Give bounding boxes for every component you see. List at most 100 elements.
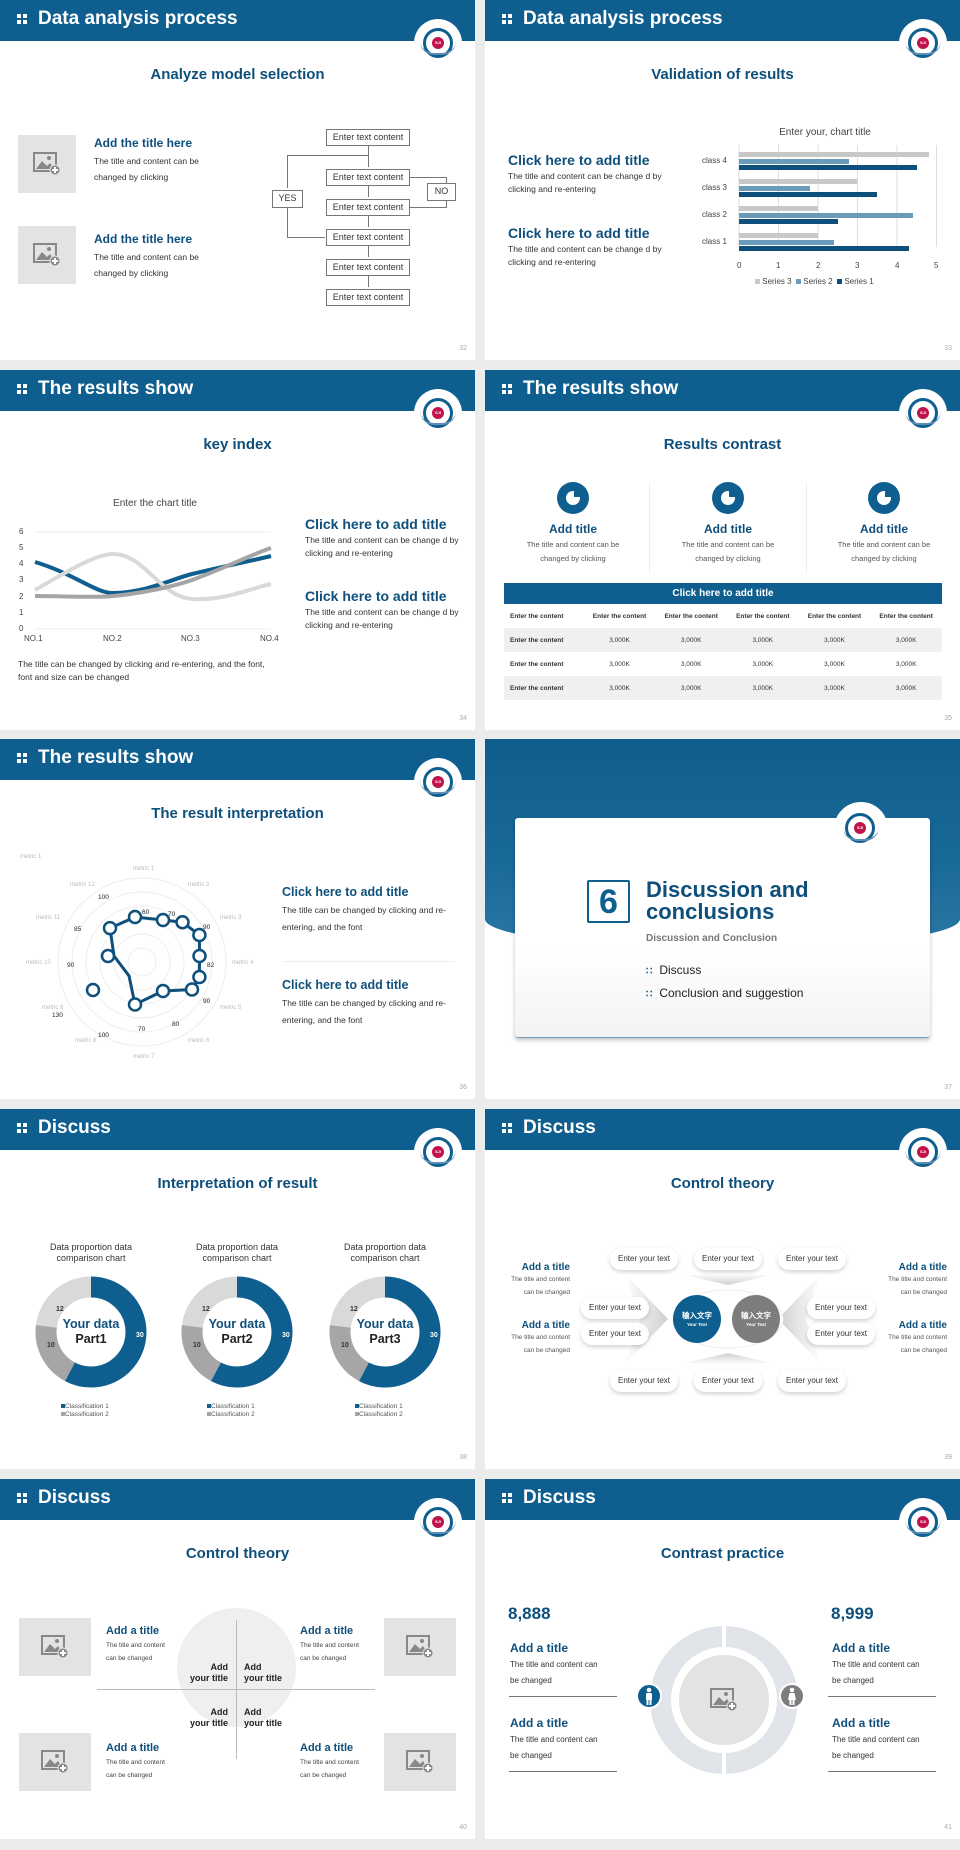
slide-header-title: Data analysis process bbox=[38, 8, 238, 29]
text-label: 3,000K bbox=[895, 684, 917, 692]
result-card: Add title The title and content can be c… bbox=[505, 482, 641, 566]
flow-no-box[interactable]: NO bbox=[427, 183, 456, 201]
page-number: 35 bbox=[944, 715, 952, 722]
slide-header: The results show bbox=[0, 370, 475, 411]
table-row: Enter the content 3,000K 3,000K 3,000K 3,000… bbox=[504, 628, 942, 652]
slide-header-title: Discuss bbox=[38, 1487, 111, 1508]
slide-header: Discuss bbox=[485, 1479, 960, 1520]
slide-40[interactable]: Discuss SJI Control theory Add your title… bbox=[0, 1479, 475, 1839]
text-pill[interactable]: Enter your text bbox=[778, 1370, 846, 1392]
text-label: 3,000K bbox=[752, 636, 774, 644]
section-title: Discussion and conclusions bbox=[646, 879, 809, 923]
text-pill[interactable]: Enter your text bbox=[778, 1248, 846, 1270]
pie-chart-icon bbox=[712, 482, 744, 514]
center-node-secondary[interactable]: 输入文字 Your Text bbox=[732, 1295, 780, 1343]
flow-box[interactable]: Enter text content bbox=[326, 129, 410, 146]
text-label: can be changed bbox=[900, 1289, 947, 1296]
pie-chart-icon bbox=[868, 482, 900, 514]
slide-37-section[interactable]: SJI 6 Discussion and conclusions Discuss… bbox=[485, 739, 960, 1099]
text-label: NO.2 bbox=[103, 634, 122, 643]
text-label: can be changed bbox=[523, 1347, 570, 1354]
text-label: class 4 bbox=[702, 156, 727, 165]
text-label: 10 bbox=[47, 1342, 55, 1349]
text-label: 12 bbox=[350, 1306, 358, 1313]
text-label: Enter the content bbox=[736, 612, 790, 620]
four-dot-icon bbox=[502, 14, 512, 24]
chart-title: Enter the chart title bbox=[113, 498, 197, 509]
text-label: Data proportion data bbox=[49, 1242, 133, 1252]
text-pill[interactable]: Enter your text bbox=[694, 1370, 762, 1392]
item-title: Click here to add title bbox=[508, 152, 650, 168]
text-label: metric 4 bbox=[232, 960, 254, 966]
text-label: Series 2 bbox=[803, 277, 833, 286]
text-label: The title and content bbox=[888, 1276, 947, 1283]
image-placeholder[interactable] bbox=[18, 135, 76, 193]
text-label: 3,000K bbox=[752, 660, 774, 668]
text-pill[interactable]: Enter your text bbox=[694, 1248, 762, 1270]
text-label: Enter the content bbox=[510, 612, 564, 620]
image-placeholder[interactable] bbox=[384, 1733, 456, 1791]
flow-box[interactable]: Enter text content bbox=[326, 259, 410, 276]
text-label: Your Text bbox=[745, 1322, 767, 1327]
result-card: Add title The title and content can be c… bbox=[816, 482, 952, 566]
text-label: Add title bbox=[860, 522, 908, 536]
slide-39[interactable]: Discuss SJI Control theory Add a title T… bbox=[485, 1109, 960, 1469]
image-placeholder[interactable] bbox=[19, 1733, 91, 1791]
text-label: 3,000K bbox=[752, 684, 774, 692]
slide-32[interactable]: Data analysis process SJI Analyze model … bbox=[0, 0, 475, 360]
image-placeholder[interactable] bbox=[679, 1655, 769, 1745]
flow-box[interactable]: Enter text content bbox=[326, 169, 410, 186]
text-pill[interactable]: Enter your text bbox=[581, 1297, 649, 1319]
slide-34[interactable]: The results show SJI key index Enter the… bbox=[0, 370, 475, 730]
text-label: Add bbox=[210, 1707, 229, 1717]
image-placeholder[interactable] bbox=[19, 1618, 91, 1676]
slide-subtitle: Interpretation of result bbox=[157, 1175, 318, 1192]
slide-header-title: Discuss bbox=[523, 1487, 596, 1508]
four-dot-icon bbox=[502, 384, 512, 394]
text-label: 80 bbox=[172, 1021, 180, 1028]
text-label: 100 bbox=[98, 894, 109, 901]
slide-header: Discuss bbox=[0, 1109, 475, 1150]
text-pill[interactable]: Enter your text bbox=[610, 1248, 678, 1270]
slide-33[interactable]: Data analysis process SJI Validation of … bbox=[485, 0, 960, 360]
text-label: 10 bbox=[193, 1342, 201, 1349]
text-label: 30 bbox=[282, 1332, 290, 1339]
text-pill[interactable]: Enter your text bbox=[807, 1323, 875, 1345]
text-label: Add a title bbox=[106, 1625, 160, 1637]
text-label: Classification 2 bbox=[359, 1411, 403, 1418]
data-table: Click here to add title Enter the conten… bbox=[504, 583, 942, 700]
center-node-primary[interactable]: 输入文字 Your Text bbox=[673, 1295, 721, 1343]
text-pill[interactable]: Enter your text bbox=[610, 1370, 678, 1392]
flow-box[interactable]: Enter text content bbox=[326, 199, 410, 216]
image-add-icon bbox=[41, 1750, 69, 1774]
female-person-icon bbox=[779, 1683, 805, 1709]
text-label: your title bbox=[189, 1718, 228, 1728]
slide-36[interactable]: The results show SJI The result interpre… bbox=[0, 739, 475, 1099]
text-label: 90 bbox=[203, 924, 211, 931]
text-label: metric 3 bbox=[220, 915, 242, 921]
flow-box[interactable]: Enter text content bbox=[326, 289, 410, 306]
text-label: 82 bbox=[207, 962, 215, 969]
text-label: Series 1 bbox=[844, 277, 874, 286]
slide-41[interactable]: Discuss SJI Contrast practice 8,888 8,99… bbox=[485, 1479, 960, 1839]
bar-chart: Enter your, chart title class 4 class 3 … bbox=[685, 125, 955, 295]
image-placeholder[interactable] bbox=[18, 226, 76, 284]
slide-35[interactable]: The results show SJI Results contrast Ad… bbox=[485, 370, 960, 730]
image-placeholder[interactable] bbox=[384, 1618, 456, 1676]
text-pill[interactable]: Enter your text bbox=[581, 1323, 649, 1345]
text-label: 3,000K bbox=[609, 636, 630, 644]
text-label: Add a title bbox=[898, 1262, 947, 1273]
stat-number-right: 8,999 bbox=[831, 1604, 874, 1623]
slide-38[interactable]: Discuss SJI Interpretation of result Dat… bbox=[0, 1109, 475, 1469]
text-label: 12 bbox=[56, 1306, 64, 1313]
text-label: Part2 bbox=[221, 1332, 253, 1346]
flow-yes-box[interactable]: YES bbox=[272, 190, 303, 208]
text-label: The title and content bbox=[511, 1334, 570, 1341]
text-label: 6 bbox=[19, 527, 24, 536]
text-label: 3 bbox=[19, 575, 24, 584]
text-pill[interactable]: Enter your text bbox=[807, 1297, 875, 1319]
text-label: metric 7 bbox=[133, 1054, 155, 1060]
text-label: Enter the content bbox=[510, 684, 564, 692]
flow-box[interactable]: Enter text content bbox=[326, 229, 410, 246]
university-logo: SJI bbox=[414, 19, 462, 67]
